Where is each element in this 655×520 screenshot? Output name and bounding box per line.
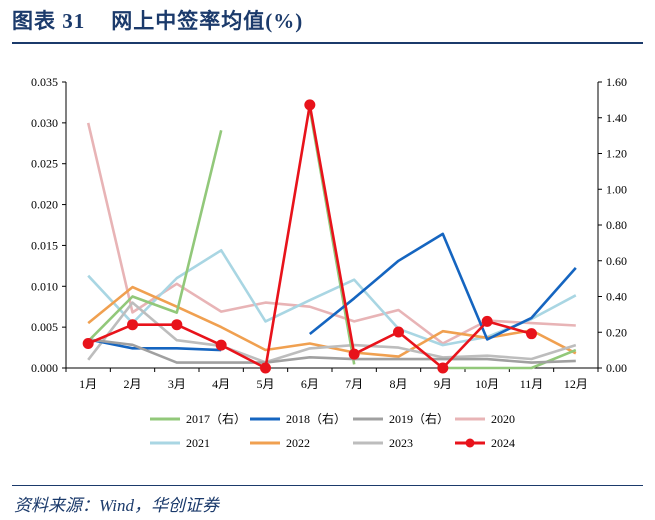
x-tick-label: 9月	[434, 377, 452, 391]
legend-label: 2017（右）	[186, 411, 246, 426]
x-tick-label: 11月	[520, 377, 544, 391]
series-line	[87, 249, 577, 347]
y-left-tick-label: 0.010	[31, 279, 58, 293]
data-point-marker	[215, 339, 227, 351]
series-line	[87, 103, 532, 370]
y-left-tick-label: 0.015	[31, 238, 58, 252]
x-tick-label: 8月	[389, 377, 407, 391]
data-point-marker	[437, 362, 449, 374]
series-2024-group	[82, 99, 537, 374]
chart-title: 网上中签率均值(%)	[111, 9, 304, 33]
series-2017-group	[87, 108, 577, 370]
data-point-marker	[304, 99, 316, 111]
data-point-marker	[393, 326, 404, 338]
x-tick-label: 2月	[123, 377, 141, 391]
y-right-tick-label: 1.60	[606, 75, 627, 89]
chart-series	[82, 99, 577, 374]
legend-label: 2021	[186, 436, 210, 450]
data-point-marker	[171, 319, 183, 331]
legend-label: 2019（右）	[389, 411, 449, 426]
y-right-tick-label: 1.20	[606, 147, 627, 161]
series-2019-group	[88, 338, 576, 364]
header: 图表 31 网上中签率均值(%)	[12, 4, 643, 38]
x-tick-label: 12月	[564, 377, 588, 391]
data-point-marker	[481, 315, 493, 327]
source-note: 资料来源：Wind，华创证券	[14, 496, 219, 515]
data-point-marker	[82, 337, 94, 349]
legend-label: 2018（右）	[286, 411, 346, 426]
series-line	[86, 122, 576, 345]
y-right-tick-label: 0.00	[606, 361, 627, 375]
x-tick-label: 10月	[475, 377, 499, 391]
chart-legend: 2017（右） 2018（右） 2019（右） 2020 2021 2022 2023 202…	[150, 411, 515, 450]
y-left-tick-label: 0.035	[31, 75, 58, 89]
x-tick-label: 6月	[301, 377, 319, 391]
legend-label: 2020	[491, 412, 515, 426]
legend-marker	[465, 438, 475, 448]
series-line	[87, 301, 577, 364]
figure-label: 图表 31	[12, 9, 86, 33]
series-line	[88, 338, 576, 364]
y-left-tick-label: 0.000	[31, 361, 58, 375]
x-tick-label: 1月	[79, 377, 97, 391]
y-right-tick-label: 0.60	[606, 254, 627, 268]
legend-label: 2024	[491, 436, 515, 450]
series-line	[87, 129, 223, 343]
legend-label: 2022	[286, 436, 310, 450]
y-right-tick-label: 1.40	[606, 111, 627, 125]
x-tick-label: 5月	[256, 377, 274, 391]
data-point-marker	[260, 362, 271, 374]
y-right-tick-label: 1.00	[606, 182, 627, 196]
footer-rule	[12, 485, 643, 486]
data-point-marker	[348, 348, 360, 360]
y-left-tick-label: 0.020	[31, 198, 58, 212]
y-right-tick-label: 0.40	[606, 290, 627, 304]
x-tick-label: 7月	[345, 377, 363, 391]
y-left-tick-label: 0.025	[31, 157, 58, 171]
line-chart: 0.000 0.005 0.010 0.015 0.020 0.025 0.030 0.035…	[31, 75, 627, 450]
series-2023-group	[87, 301, 577, 364]
y-left-tick-label: 0.030	[31, 116, 58, 130]
y-right-tick-label: 0.80	[606, 218, 627, 232]
x-tick-label: 3月	[168, 377, 186, 391]
y-left-tick-label: 0.005	[31, 320, 58, 334]
series-line	[442, 348, 577, 370]
series-line	[87, 338, 222, 352]
data-point-marker	[127, 319, 138, 331]
x-tick-label: 4月	[212, 377, 230, 391]
header-rule	[12, 42, 643, 44]
series-2020-group	[86, 122, 576, 345]
figure-title: 图表 31 网上中签率均值(%)	[12, 4, 643, 38]
series-line	[308, 232, 577, 341]
data-point-marker	[526, 328, 537, 340]
legend-label: 2023	[389, 436, 413, 450]
series-2021-group	[87, 249, 577, 347]
y-right-tick-label: 0.20	[606, 325, 627, 339]
chart-axes: 0.000 0.005 0.010 0.015 0.020 0.025 0.030 0.035…	[31, 75, 627, 391]
series-2018-group	[87, 232, 577, 352]
